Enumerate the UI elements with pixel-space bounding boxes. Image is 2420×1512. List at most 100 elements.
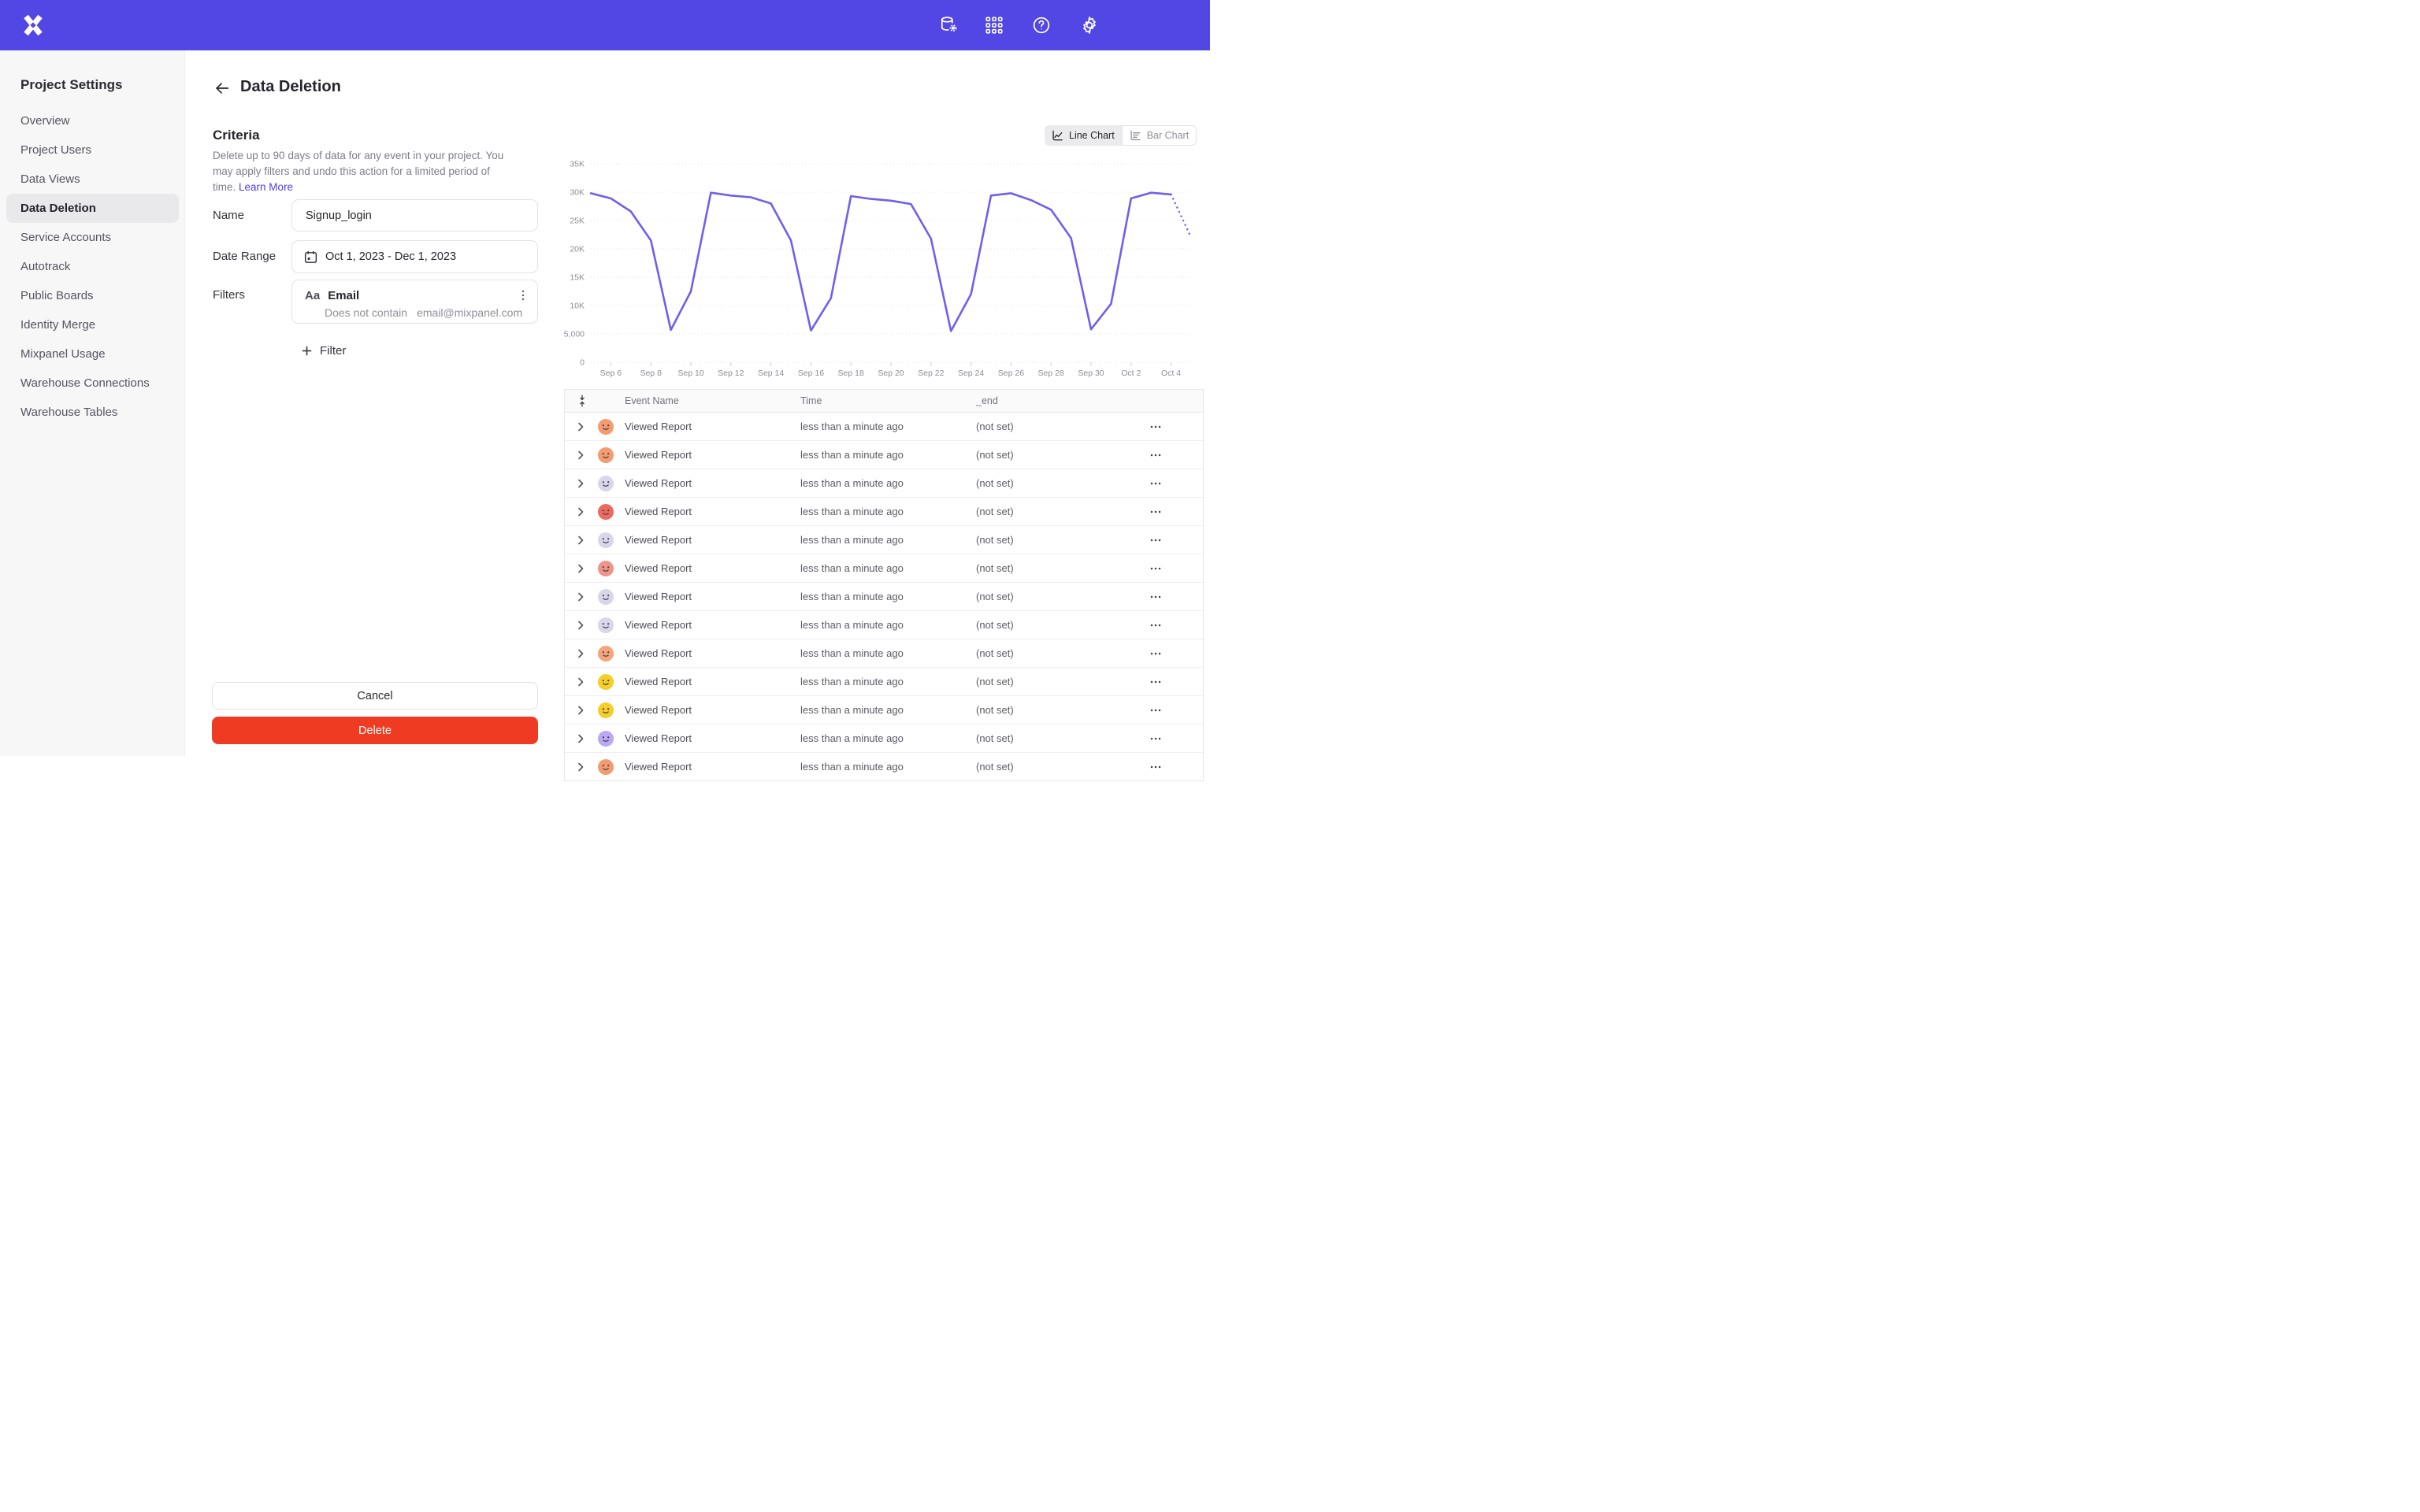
row-menu-button[interactable]	[1149, 592, 1162, 602]
row-menu-button[interactable]	[1149, 507, 1162, 517]
table-row: Viewed Report less than a minute ago (no…	[565, 582, 1203, 610]
end-cell: (not set)	[976, 591, 1014, 602]
filter-property-row[interactable]: Aa Email	[305, 289, 526, 302]
column-header-event-name[interactable]: Event Name	[625, 395, 679, 406]
column-header-end[interactable]: _end	[976, 395, 998, 406]
time-cell: less than a minute ago	[800, 732, 904, 744]
line-chart-label: Line Chart	[1069, 130, 1115, 141]
add-filter-button[interactable]: Filter	[302, 344, 346, 358]
line-chart-toggle[interactable]: Line Chart	[1045, 125, 1122, 146]
svg-text:25K: 25K	[570, 217, 585, 226]
filter-operator: Does not contain	[325, 306, 408, 319]
user-avatar	[598, 503, 614, 520]
row-menu-button[interactable]	[1149, 479, 1162, 488]
user-avatar	[598, 560, 614, 576]
row-expand-chevron[interactable]	[577, 762, 584, 772]
cancel-button[interactable]: Cancel	[212, 682, 538, 710]
mixpanel-logo[interactable]	[20, 13, 46, 38]
row-menu-button[interactable]	[1149, 649, 1162, 658]
event-name-cell: Viewed Report	[625, 676, 692, 687]
row-menu-button[interactable]	[1149, 536, 1162, 545]
sidebar-item-identity-merge[interactable]: Identity Merge	[20, 318, 96, 332]
date-range-picker[interactable]: Oct 1, 2023 - Dec 1, 2023	[291, 240, 538, 273]
name-input[interactable]	[292, 200, 537, 231]
svg-text:30K: 30K	[570, 188, 585, 198]
row-menu-button[interactable]	[1149, 450, 1162, 460]
row-expand-chevron[interactable]	[577, 422, 584, 432]
filters-label: Filters	[213, 288, 245, 302]
time-cell: less than a minute ago	[800, 619, 904, 631]
svg-text:Sep 30: Sep 30	[1078, 369, 1104, 378]
top-navigation-bar	[0, 0, 1210, 50]
svg-text:Sep 8: Sep 8	[640, 369, 662, 378]
sidebar-item-service-accounts[interactable]: Service Accounts	[20, 231, 112, 244]
row-expand-chevron[interactable]	[577, 734, 584, 743]
svg-text:35K: 35K	[570, 160, 585, 169]
criteria-description-text: Delete up to 90 days of data for any eve…	[213, 150, 504, 193]
table-row: Viewed Report less than a minute ago (no…	[565, 667, 1203, 695]
time-cell: less than a minute ago	[800, 506, 904, 517]
delete-button[interactable]: Delete	[212, 717, 538, 744]
svg-text:5,000: 5,000	[564, 330, 585, 339]
data-pipeline-icon[interactable]	[939, 15, 959, 35]
settings-gear-icon[interactable]	[1079, 15, 1100, 35]
table-row: Viewed Report less than a minute ago (no…	[565, 554, 1203, 582]
row-menu-button[interactable]	[1149, 677, 1162, 687]
row-menu-button[interactable]	[1149, 621, 1162, 630]
row-menu-button[interactable]	[1149, 734, 1162, 743]
sidebar-item-public-boards[interactable]: Public Boards	[20, 289, 94, 302]
row-expand-chevron[interactable]	[577, 450, 584, 460]
row-expand-chevron[interactable]	[577, 507, 584, 517]
row-menu-button[interactable]	[1149, 706, 1162, 715]
row-expand-chevron[interactable]	[577, 677, 584, 687]
criteria-heading: Criteria	[213, 128, 260, 143]
filter-property-name: Email	[328, 289, 360, 302]
sort-icon[interactable]	[577, 395, 587, 407]
column-header-time[interactable]: Time	[800, 395, 822, 406]
svg-text:Sep 6: Sep 6	[600, 369, 622, 378]
event-name-cell: Viewed Report	[625, 421, 692, 432]
sidebar-item-autotrack[interactable]: Autotrack	[20, 260, 71, 273]
line-chart-icon	[1052, 130, 1063, 140]
user-avatar	[598, 532, 614, 548]
row-expand-chevron[interactable]	[577, 536, 584, 545]
sidebar-item-mixpanel-usage[interactable]: Mixpanel Usage	[20, 347, 106, 361]
row-expand-chevron[interactable]	[577, 706, 584, 715]
row-expand-chevron[interactable]	[577, 621, 584, 630]
sidebar-item-project-users[interactable]: Project Users	[20, 143, 92, 157]
sidebar-item-data-deletion[interactable]: Data Deletion	[6, 194, 179, 223]
user-avatar	[598, 758, 614, 775]
row-menu-button[interactable]	[1149, 564, 1162, 573]
filter-condition-row[interactable]: Does not contain email@mixpanel.com	[325, 306, 526, 319]
svg-text:Sep 20: Sep 20	[878, 369, 904, 378]
help-icon[interactable]	[1031, 15, 1052, 35]
user-avatar	[598, 418, 614, 435]
events-table: Event Name Time _end Viewed Report less …	[564, 389, 1204, 781]
apps-grid-icon[interactable]	[984, 15, 1004, 35]
time-cell: less than a minute ago	[800, 562, 904, 574]
filter-value: email@mixpanel.com	[417, 306, 523, 319]
sidebar-item-warehouse-connections[interactable]: Warehouse Connections	[20, 376, 150, 390]
table-row: Viewed Report less than a minute ago (no…	[565, 610, 1203, 639]
plus-icon	[302, 346, 312, 356]
svg-text:Sep 26: Sep 26	[998, 369, 1024, 378]
learn-more-link[interactable]: Learn More	[239, 180, 294, 193]
back-arrow-button[interactable]	[213, 80, 231, 97]
row-menu-button[interactable]	[1149, 762, 1162, 772]
sidebar-item-warehouse-tables[interactable]: Warehouse Tables	[20, 406, 118, 419]
svg-text:10K: 10K	[570, 302, 585, 311]
user-avatar	[598, 645, 614, 662]
row-expand-chevron[interactable]	[577, 479, 584, 488]
time-cell: less than a minute ago	[800, 647, 904, 659]
row-expand-chevron[interactable]	[577, 564, 584, 573]
row-expand-chevron[interactable]	[577, 592, 584, 602]
bar-chart-toggle[interactable]: Bar Chart	[1121, 125, 1197, 146]
sidebar-item-data-views[interactable]: Data Views	[20, 172, 80, 186]
event-name-cell: Viewed Report	[625, 562, 692, 574]
row-menu-button[interactable]	[1149, 422, 1162, 432]
sidebar-item-overview[interactable]: Overview	[20, 114, 70, 128]
event-name-cell: Viewed Report	[625, 477, 692, 489]
filter-menu-button[interactable]	[518, 289, 528, 302]
svg-text:Sep 12: Sep 12	[718, 369, 744, 378]
row-expand-chevron[interactable]	[577, 649, 584, 658]
